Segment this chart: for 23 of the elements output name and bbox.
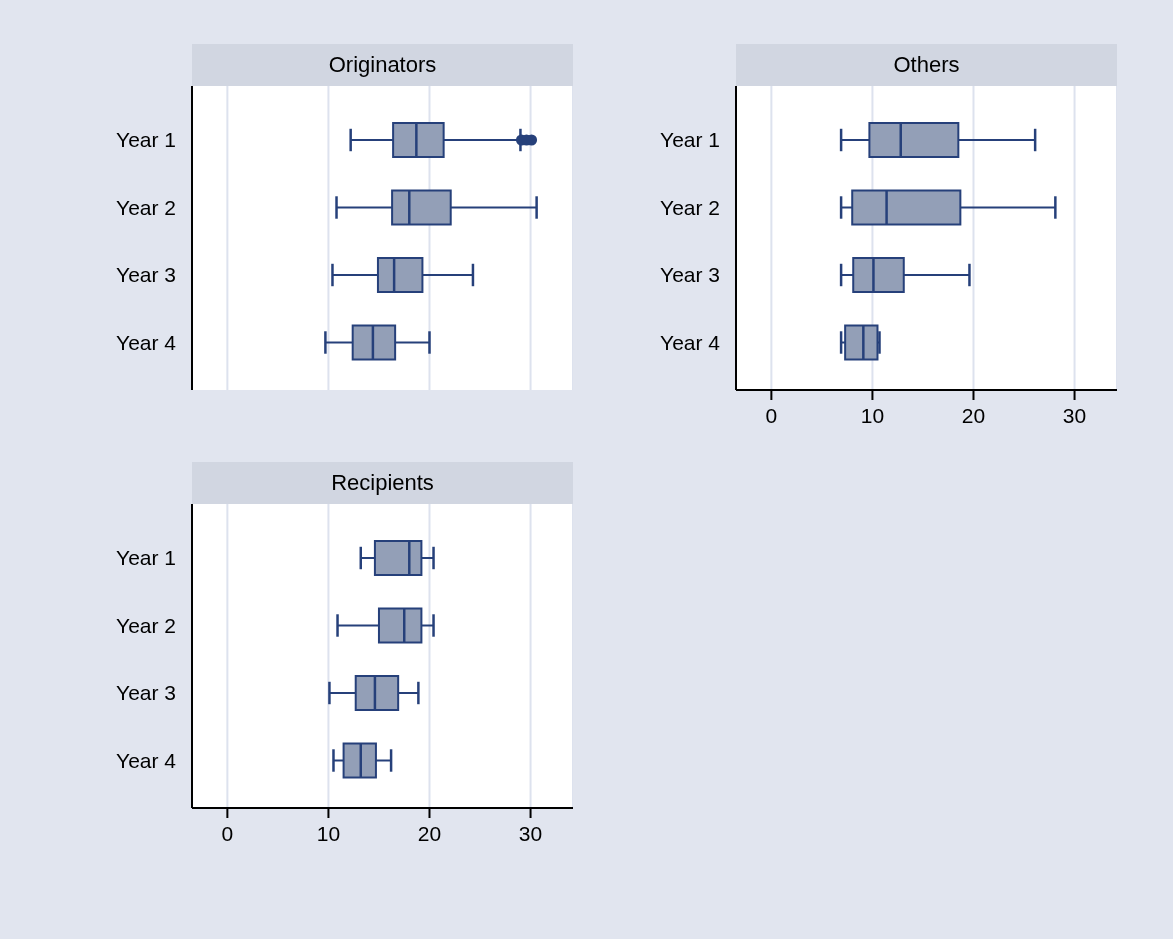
y-tick-label: Year 2 [660, 195, 720, 219]
x-tick-label: 20 [961, 403, 986, 427]
y-tick-label: Year 1 [660, 128, 720, 152]
x-tick-label: 0 [221, 821, 234, 845]
y-tick-label: Year 4 [116, 330, 177, 354]
chart-title: Originators [192, 44, 573, 86]
chart-title: Others [736, 44, 1117, 86]
x-tick-label: 20 [417, 821, 442, 845]
y-tick-label: Year 4 [116, 748, 177, 772]
y-tick-label: Year 2 [116, 195, 176, 219]
y-tick-label: Year 1 [116, 546, 176, 570]
x-tick-label: 30 [518, 821, 543, 845]
y-tick-label: Year 3 [116, 263, 176, 287]
y-tick-label: Year 4 [660, 330, 721, 354]
y-tick-label: Year 1 [116, 128, 176, 152]
y-tick-label: Year 3 [116, 681, 176, 705]
x-tick-label: 10 [860, 403, 885, 427]
y-tick-label: Year 2 [116, 613, 176, 637]
x-tick-label: 30 [1062, 403, 1087, 427]
x-tick-label: 0 [765, 403, 778, 427]
x-tick-label: 10 [316, 821, 341, 845]
chart-title: Recipients [192, 462, 573, 504]
y-tick-label: Year 3 [660, 263, 720, 287]
